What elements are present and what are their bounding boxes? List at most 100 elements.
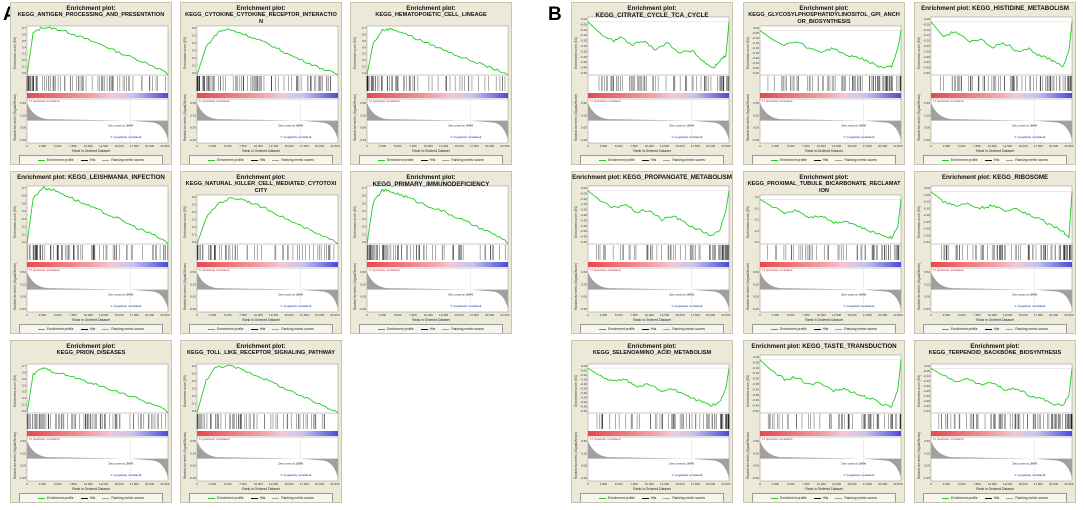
hits-group <box>767 245 900 260</box>
plot-title: Enrichment plot: <box>236 174 286 181</box>
legend-enrichment-profile: Enrichment profile <box>771 496 807 500</box>
x-tick-label: 2,500 <box>379 313 387 317</box>
legend-text: Hits <box>259 158 266 162</box>
es-tick-label: 0.4 <box>192 210 197 214</box>
x-tick-label: 17,500 <box>691 482 701 486</box>
y-axis-label-es: Enrichment score (ES) <box>353 205 357 238</box>
legend-text: Enrichment profile <box>47 327 74 331</box>
legend-swatch <box>442 328 450 330</box>
x-tick-label: 22,500 <box>500 144 510 148</box>
rank-tick-label: 0.00 <box>924 126 930 130</box>
es-tick-label: -0.20 <box>923 39 930 43</box>
x-axis-label: Rank in Ordered Dataset <box>242 318 280 322</box>
x-tick-label: 10,000 <box>84 313 94 317</box>
x-tick-label: 0 <box>759 313 761 317</box>
negative-correlation-label: 'L' (negatively correlated) <box>843 135 874 139</box>
y-axis-label-rank: Ranked list metric (Signal2Noise) <box>917 93 921 141</box>
legend-text: Hits <box>259 496 266 500</box>
legend-text: Enrichment profile <box>608 158 635 162</box>
y-axis-label-rank: Ranked list metric (Signal2Noise) <box>917 262 921 310</box>
rank-tick-label: 0.00 <box>20 464 26 468</box>
es-tick-label: 0.6 <box>192 364 197 368</box>
es-tick-label: 0.0 <box>192 240 197 244</box>
legend-text: Ranking metric scores <box>844 158 877 162</box>
correlation-gradient-bar <box>27 262 168 267</box>
legend-hits: Hits <box>80 496 95 500</box>
x-tick-label: 20,000 <box>1049 313 1059 317</box>
x-tick-label: 2,500 <box>772 144 780 148</box>
plot-frame <box>759 194 902 313</box>
es-tick-label: 0.5 <box>192 203 197 207</box>
x-axis-label: Rank in Ordered Dataset <box>633 318 671 322</box>
legend-swatch <box>102 497 110 499</box>
x-tick-label: 12,500 <box>439 144 449 148</box>
es-tick-label: 0.5 <box>22 39 27 43</box>
plot-frame <box>366 185 509 313</box>
es-tick-label: -0.35 <box>580 55 587 59</box>
rank-tick-label: -0.25 <box>189 476 196 480</box>
legend-swatch <box>38 328 46 330</box>
es-tick-label: 0.00 <box>581 17 587 21</box>
es-tick-label: 0.00 <box>924 186 930 190</box>
enrichment-profile-line <box>196 197 339 245</box>
x-tick-label: 17,500 <box>1034 482 1044 486</box>
es-tick-label: -0.10 <box>580 197 587 201</box>
es-tick-label: -0.35 <box>580 224 587 228</box>
legend-swatch <box>641 328 649 330</box>
y-axis-label-es: Enrichment score (ES) <box>353 36 357 69</box>
plot-title-gene-set: KEGG_CYTOKINE_CYTOKINE_RECEPTOR_INTERACT… <box>185 12 337 25</box>
plot-frame <box>587 16 730 144</box>
y-axis-label-es: Enrichment score (ES) <box>917 205 921 238</box>
x-tick-label: 22,500 <box>500 313 510 317</box>
legend-swatch <box>835 497 843 499</box>
y-axis-label-es: Enrichment score (ES) <box>746 374 750 407</box>
rank-tick-label: 0.50 <box>581 270 587 274</box>
legend-enrichment-profile: Enrichment profile <box>38 496 74 500</box>
es-tick-label: 0.5 <box>22 377 27 381</box>
zero-cross-label: Zero cross at 16846 <box>448 124 473 128</box>
legend-ranking-metric: Ranking metric scores <box>663 158 705 162</box>
gsea-svg: 0.00-0.05-0.10-0.15-0.20-0.25-0.30-0.35-… <box>752 25 903 148</box>
es-tick-label: 0.1 <box>362 232 367 236</box>
plot-legend: Enrichment profile Hits Ranking metric sco… <box>752 493 896 502</box>
es-tick-label: -0.10 <box>580 28 587 32</box>
positive-correlation-label: 'H' (positively correlated) <box>369 268 400 272</box>
x-tick-label: 20,000 <box>315 144 325 148</box>
positive-correlation-label: 'H' (positively correlated) <box>762 268 793 272</box>
es-tick-label: -0.1 <box>754 206 760 210</box>
x-tick-label: 17,500 <box>130 313 140 317</box>
rank-tick-label: 0.25 <box>924 282 930 286</box>
enrichment-profile-line <box>366 27 509 76</box>
es-tick-label: -0.35 <box>923 399 930 403</box>
x-tick-label: 15,000 <box>675 144 685 148</box>
x-tick-label: 2,500 <box>209 144 217 148</box>
correlation-gradient-bar <box>367 93 508 98</box>
es-tick-label: 0.7 <box>22 26 27 30</box>
rank-tick-label: 0.50 <box>581 101 587 105</box>
legend-swatch <box>80 328 88 330</box>
rank-tick-label: 0.00 <box>190 126 196 130</box>
x-tick-label: 20,000 <box>878 144 888 148</box>
x-tick-label: 15,000 <box>847 482 857 486</box>
gsea-plot: 0.00 -0.05 -0.10 -0.15 -0.20 -0.25 -0.30 -0.35 -… <box>914 171 1076 334</box>
x-tick-label: 12,500 <box>269 313 279 317</box>
es-tick-label: -0.05 <box>580 22 587 26</box>
es-tick-label: -0.50 <box>580 409 587 413</box>
x-tick-label: 5,000 <box>615 313 623 317</box>
x-tick-label: 15,000 <box>454 313 464 317</box>
zero-cross-label: Zero cross at 16846 <box>448 293 473 297</box>
legend-swatch <box>208 159 216 161</box>
legend-hits: Hits <box>984 158 999 162</box>
es-tick-label: -0.25 <box>580 387 587 391</box>
gsea-plot: 0.7 0.6 0.5 0.4 0.3 0.2 0.1 0.0 'H' (positively … <box>350 2 512 165</box>
plot-title: Enrichment plot: <box>799 174 849 181</box>
es-tick-label: -0.30 <box>923 49 930 53</box>
enrichment-profile-line <box>196 28 339 76</box>
y-axis-label-rank: Ranked list metric (Signal2Noise) <box>917 431 921 479</box>
x-axis-label: Rank in Ordered Dataset <box>976 149 1014 153</box>
hits-group <box>196 76 331 91</box>
legend-swatch <box>80 159 88 161</box>
legend-swatch <box>942 159 950 161</box>
x-tick-label: 7,500 <box>239 482 247 486</box>
x-tick-label: 22,500 <box>893 144 903 148</box>
